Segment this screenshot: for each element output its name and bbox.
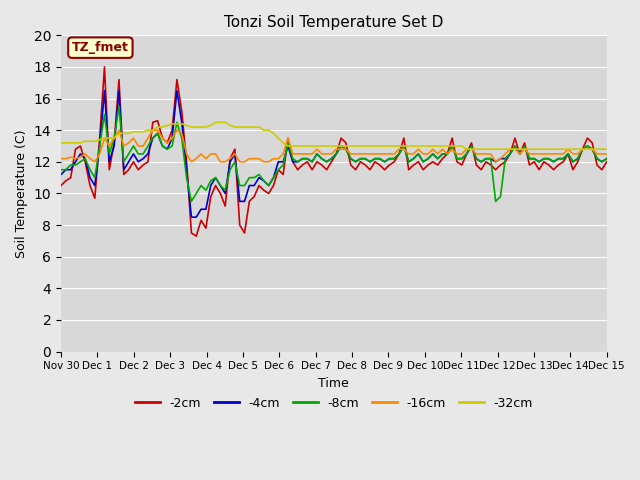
-16cm <box>115 127 123 133</box>
Y-axis label: Soil Temperature (C): Soil Temperature (C) <box>15 129 28 258</box>
-2cm <box>216 191 224 196</box>
-32cm <box>212 120 220 125</box>
-32cm <box>603 146 611 152</box>
-2cm <box>193 233 200 239</box>
-2cm <box>482 159 490 165</box>
-16cm <box>57 156 65 162</box>
-32cm <box>463 146 470 152</box>
-4cm <box>603 156 611 162</box>
-8cm <box>188 198 195 204</box>
-4cm <box>221 191 229 196</box>
-4cm <box>482 156 490 162</box>
-32cm <box>482 146 490 152</box>
-4cm <box>216 183 224 189</box>
-32cm <box>120 131 127 136</box>
-32cm <box>415 143 422 149</box>
-16cm <box>91 159 99 165</box>
-4cm <box>125 159 132 165</box>
-2cm <box>100 64 108 70</box>
-8cm <box>279 162 287 168</box>
-2cm <box>603 159 611 165</box>
X-axis label: Time: Time <box>319 377 349 390</box>
-16cm <box>603 151 611 157</box>
-16cm <box>221 159 229 165</box>
Line: -4cm: -4cm <box>61 91 607 217</box>
-2cm <box>419 167 427 173</box>
-8cm <box>221 187 229 193</box>
-8cm <box>216 183 224 189</box>
-4cm <box>188 214 195 220</box>
-4cm <box>57 171 65 177</box>
-8cm <box>603 156 611 162</box>
-16cm <box>279 151 287 157</box>
Line: -8cm: -8cm <box>61 107 607 201</box>
-8cm <box>482 156 490 162</box>
-2cm <box>125 167 132 173</box>
-8cm <box>115 104 123 109</box>
Line: -2cm: -2cm <box>61 67 607 236</box>
-2cm <box>221 203 229 209</box>
-16cm <box>130 135 138 141</box>
Line: -16cm: -16cm <box>61 130 607 162</box>
-8cm <box>125 151 132 157</box>
-16cm <box>482 151 490 157</box>
-8cm <box>419 159 427 165</box>
-4cm <box>100 88 108 94</box>
-2cm <box>279 171 287 177</box>
-8cm <box>57 167 65 173</box>
Text: TZ_fmet: TZ_fmet <box>72 41 129 54</box>
-16cm <box>419 151 427 157</box>
-2cm <box>57 183 65 189</box>
-32cm <box>207 122 214 128</box>
-32cm <box>275 135 282 141</box>
-32cm <box>57 140 65 146</box>
-32cm <box>216 120 224 125</box>
-4cm <box>419 159 427 165</box>
Title: Tonzi Soil Temperature Set D: Tonzi Soil Temperature Set D <box>224 15 444 30</box>
Legend: -2cm, -4cm, -8cm, -16cm, -32cm: -2cm, -4cm, -8cm, -16cm, -32cm <box>130 392 538 415</box>
-16cm <box>216 159 224 165</box>
-4cm <box>279 159 287 165</box>
Line: -32cm: -32cm <box>61 122 607 149</box>
